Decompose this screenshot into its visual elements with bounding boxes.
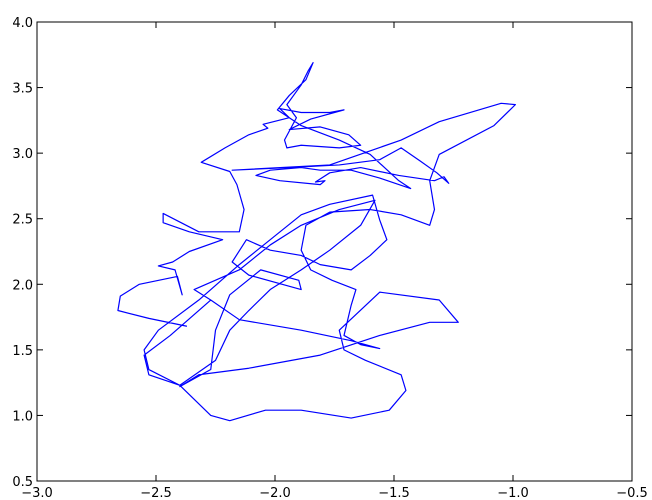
x-tick-label: −2.0	[259, 486, 291, 500]
y-tick-label: 2.5	[12, 213, 33, 228]
trajectory-line	[117, 62, 516, 422]
y-tick-label: 0.5	[12, 475, 33, 490]
y-tick-label: 1.5	[12, 344, 33, 359]
plot-frame	[36, 21, 633, 482]
x-tick-label: −1.0	[497, 486, 529, 500]
y-tick-label: 3.0	[12, 147, 33, 162]
y-tick-label: 1.0	[12, 409, 33, 424]
x-tick-label: −2.5	[140, 486, 172, 500]
y-tick-label: 3.5	[12, 82, 33, 97]
y-tick-label: 4.0	[12, 16, 33, 31]
x-tick-label: −1.5	[378, 486, 410, 500]
x-tick-label: −0.5	[616, 486, 648, 500]
y-tick-label: 2.0	[12, 278, 33, 293]
x-tick-label: −3.0	[21, 486, 53, 500]
